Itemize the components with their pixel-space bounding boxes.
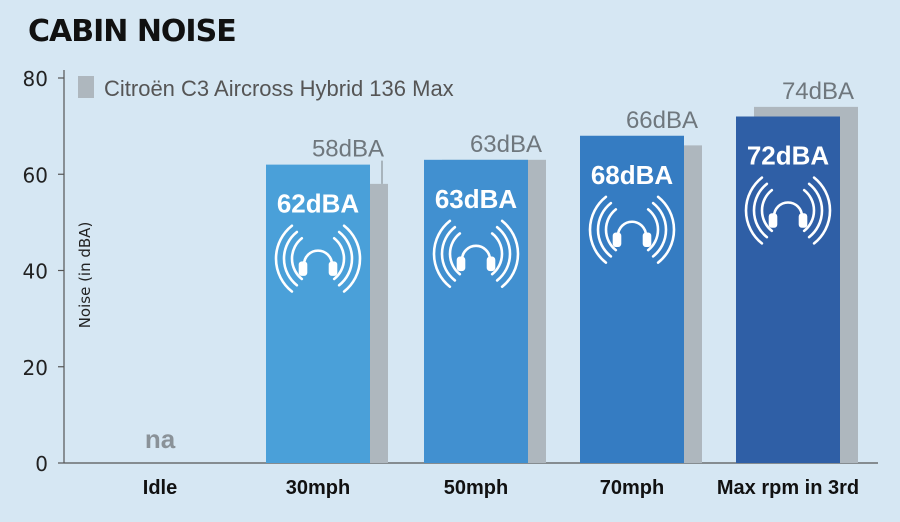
headphones-sound-icon bbox=[432, 219, 520, 289]
data-bar bbox=[580, 135, 684, 463]
legend-label: Citroën C3 Aircross Hybrid 136 Max bbox=[104, 76, 454, 101]
comparison-data-label: 74dBA bbox=[782, 78, 854, 105]
y-tick-label: 20 bbox=[23, 356, 48, 380]
headphones-sound-icon bbox=[274, 224, 362, 293]
x-tick-label: Idle bbox=[143, 477, 177, 499]
chart-title: CABIN NOISE bbox=[28, 14, 237, 49]
x-tick-label: 30mph bbox=[286, 477, 350, 499]
legend-swatch bbox=[78, 76, 94, 98]
data-bar bbox=[736, 116, 840, 463]
data-bar bbox=[424, 159, 528, 463]
y-axis-label: Noise (in dBA) bbox=[76, 222, 94, 329]
y-tick-label: 40 bbox=[23, 260, 48, 284]
data-label: 72dBA bbox=[747, 141, 830, 171]
data-bar bbox=[266, 164, 370, 463]
comparison-data-label: 63dBA bbox=[470, 131, 542, 158]
x-tick-label: 50mph bbox=[444, 477, 508, 499]
headphones-sound-icon bbox=[588, 195, 676, 264]
x-tick-label: Max rpm in 3rd bbox=[717, 477, 859, 499]
y-tick-label: 0 bbox=[35, 452, 48, 476]
x-tick-label: 70mph bbox=[600, 477, 664, 499]
data-label: na bbox=[145, 424, 176, 454]
data-label: 62dBA bbox=[277, 189, 360, 219]
headphones-sound-icon bbox=[744, 176, 832, 245]
y-tick-label: 80 bbox=[23, 67, 48, 91]
comparison-data-label: 66dBA bbox=[626, 107, 698, 134]
data-label: 63dBA bbox=[435, 184, 518, 214]
comparison-data-label: 58dBA bbox=[312, 136, 384, 163]
data-label: 68dBA bbox=[591, 160, 674, 190]
y-tick-label: 60 bbox=[23, 163, 48, 187]
